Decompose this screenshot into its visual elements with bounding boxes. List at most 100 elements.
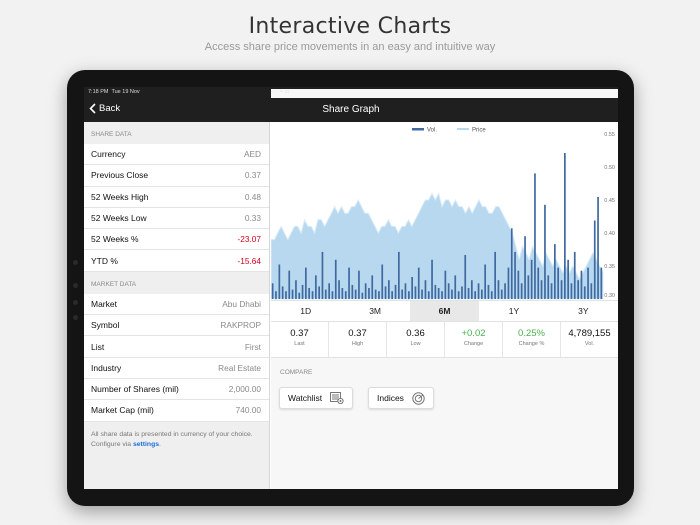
volume-bar [398, 251, 400, 299]
volume-bar [437, 288, 440, 299]
volume-bar [524, 236, 526, 299]
data-row-label: 52 Weeks % [91, 234, 139, 245]
stat-label: Vol. [584, 341, 595, 347]
device-camera [73, 260, 78, 265]
back-button[interactable]: Back [89, 103, 120, 114]
range-tabs: 1D 3M 6M 1Y 3Y [271, 300, 618, 322]
tab-1d[interactable]: 1D [300, 306, 312, 316]
legend-swatch-volume [412, 128, 424, 131]
volume-bar [285, 291, 287, 300]
volume-bar [567, 259, 569, 300]
data-row-value: 0.37 [244, 170, 261, 181]
tab-3y[interactable]: 3Y [578, 306, 589, 316]
volume-bar [441, 291, 443, 300]
tab-6m[interactable]: 6M [409, 301, 480, 321]
stat-label: Change % [518, 341, 545, 347]
volume-bar [401, 289, 403, 299]
stat-value: 0.37 [348, 328, 367, 339]
volume-bar [305, 267, 307, 299]
volume-bar [271, 283, 274, 299]
data-row: Currency AED [84, 144, 269, 166]
data-row-value: First [244, 341, 261, 352]
volume-bar [544, 204, 546, 299]
status-date: Tue 19 Nov [111, 89, 140, 95]
volume-bar [554, 244, 556, 299]
volume-bar [368, 288, 370, 299]
volume-bar [381, 264, 384, 299]
data-row-value: AED [243, 149, 261, 160]
stat-item: 0.36 Low [387, 322, 445, 357]
settings-link[interactable]: settings [132, 440, 159, 448]
volume-bar [315, 275, 317, 299]
indices-button[interactable]: Indices [368, 387, 434, 409]
share-chart-svg: 0.55 0.50 0.45 0.40 0.35 0.30 Vol. Price [270, 128, 615, 300]
volume-bar [394, 284, 397, 299]
y-tick-label: 0.55 [604, 132, 615, 138]
volume-bar [328, 283, 330, 299]
tab-1y[interactable]: 1Y [508, 306, 520, 316]
volume-bar [308, 288, 310, 299]
footnote-end: . [159, 440, 161, 448]
volume-bar [597, 197, 599, 299]
device-sensor [73, 315, 78, 320]
volume-bar [487, 284, 490, 299]
volume-bar [404, 283, 407, 299]
data-row: List First [84, 336, 269, 358]
volume-bar [573, 251, 576, 299]
volume-bar [467, 288, 470, 299]
volume-bar [295, 280, 297, 299]
volume-bar [451, 289, 453, 299]
volume-bar [471, 280, 473, 299]
volume-bar [344, 291, 347, 300]
volume-bar [421, 289, 423, 299]
currency-footnote: All share data is presented in currency … [84, 422, 269, 458]
data-row-value: Abu Dhabi [222, 298, 261, 309]
legend-label-volume: Vol. [427, 128, 437, 134]
device-sensor [73, 283, 78, 288]
data-row-label: Number of Shares (mil) [91, 384, 179, 395]
data-row: Symbol RAKPROP [84, 315, 269, 337]
volume-bar [580, 270, 583, 299]
tab-3m[interactable]: 3M [369, 306, 382, 316]
tablet-device: 7:18 PM Tue 19 Nov ···· ≈ ▭ Back Share G… [67, 70, 634, 506]
volume-bar [378, 291, 380, 300]
volume-bar [461, 286, 463, 299]
data-row-label: Industry [91, 362, 122, 373]
volume-bar [321, 251, 324, 299]
share-data-list: Currency AED Previous Close 0.37 52 Weeks Hi… [84, 144, 269, 272]
volume-bar [477, 283, 480, 299]
data-row-value: 2,000.00 [228, 384, 261, 395]
volume-bar [547, 275, 550, 299]
data-row-label: Currency [91, 149, 126, 160]
data-row: Market Cap (mil) 740.00 [84, 400, 269, 422]
volume-bar [275, 291, 277, 300]
stat-value: +0.02 [461, 328, 486, 339]
section-header-compare: COMPARE [280, 369, 313, 376]
data-row-label: List [91, 341, 105, 352]
section-header-share-data: SHARE DATA [91, 131, 132, 138]
y-tick-label: 0.45 [604, 198, 615, 204]
volume-bar [527, 275, 530, 299]
indices-icon [412, 391, 425, 405]
data-row-label: 52 Weeks High [91, 191, 149, 202]
volume-bar [391, 291, 393, 300]
watchlist-button[interactable]: Watchlist [279, 387, 354, 409]
volume-bar [600, 267, 603, 299]
status-time: 7:18 PM [88, 89, 109, 95]
volume-bar [424, 280, 427, 299]
stat-value: 4,789,155 [568, 328, 611, 339]
volume-bar [371, 275, 374, 299]
volume-bar [587, 267, 589, 299]
watchlist-label: Watchlist [288, 393, 323, 403]
status-bar: 7:18 PM Tue 19 Nov ···· ≈ ▭ [84, 87, 618, 456]
volume-bar [411, 277, 413, 299]
data-row-value: 0.48 [244, 191, 261, 202]
stat-item: 0.37 High [329, 322, 387, 357]
volume-bar [570, 283, 573, 299]
back-label: Back [99, 103, 121, 114]
data-row: Industry Real Estate [84, 357, 269, 379]
share-chart[interactable]: 0.55 0.50 0.45 0.40 0.35 0.30 Vol. Price [270, 122, 618, 300]
volume-bar [514, 251, 516, 299]
app-screen: 7:18 PM Tue 19 Nov ···· ≈ ▭ Back Share G… [84, 87, 618, 489]
volume-bar [431, 259, 433, 300]
